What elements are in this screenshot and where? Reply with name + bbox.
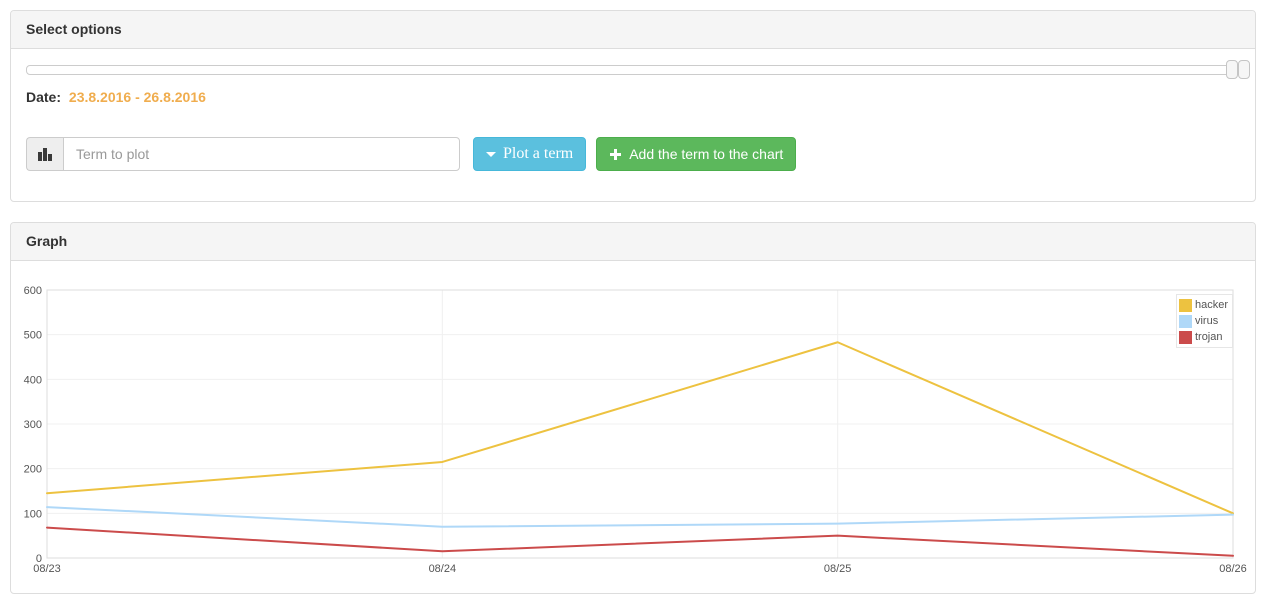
bar-chart-icon: [26, 137, 63, 171]
legend-label: hacker: [1194, 299, 1228, 311]
slider-handle-start[interactable]: [1226, 60, 1238, 79]
term-form: Plot a term Add the term to the chart: [26, 137, 1240, 171]
legend-label: virus: [1194, 315, 1219, 327]
chart-legend: hacker virus trojan: [1175, 294, 1233, 348]
caret-down-icon: [486, 151, 496, 157]
legend-label: trojan: [1194, 331, 1223, 343]
legend-item-hacker: hacker: [1178, 297, 1228, 313]
legend-swatch: [1178, 330, 1192, 344]
legend-swatch: [1178, 314, 1192, 328]
y-tick-label: 500: [24, 330, 42, 342]
y-tick-label: 200: [24, 464, 42, 476]
legend-item-virus: virus: [1178, 313, 1228, 329]
add-term-button[interactable]: Add the term to the chart: [596, 137, 797, 171]
y-tick-label: 400: [24, 374, 42, 386]
y-tick-label: 0: [36, 553, 42, 565]
x-tick-label: 08/25: [824, 563, 852, 575]
slider-track[interactable]: [26, 65, 1240, 75]
line-chart: 0 100 200 300 400 500 600 08/23 08/24 08/25 08/26 …: [24, 276, 1247, 578]
legend-item-trojan: trojan: [1178, 329, 1228, 345]
y-tick-label: 100: [24, 508, 42, 520]
series-line-trojan: [46, 526, 1234, 557]
y-tick-label: 600: [24, 285, 42, 297]
series-line-virus: [46, 506, 1234, 528]
x-tick-label: 08/23: [33, 563, 61, 575]
plot-border: [46, 289, 1234, 559]
select-options-title: Select options: [26, 21, 122, 37]
date-line: Date: 23.8.2016 - 26.8.2016: [26, 89, 1240, 105]
date-label: Date:: [26, 89, 62, 105]
plot-term-button[interactable]: Plot a term: [473, 137, 587, 171]
term-input-group: [26, 137, 460, 171]
add-term-button-label: Add the term to the chart: [629, 146, 784, 162]
date-range-slider[interactable]: [26, 60, 1250, 79]
line-chart-svg: 0 100 200 300 400 500 600 08/23 08/24 08/25 08/26: [24, 285, 1247, 575]
plus-icon: [609, 148, 622, 161]
x-tick-label: 08/24: [429, 563, 457, 575]
term-input[interactable]: [63, 137, 460, 171]
select-options-body: Date: 23.8.2016 - 26.8.2016: [11, 49, 1255, 201]
select-options-panel: Select options Date: 23.8.2016 - 26.8.20…: [10, 10, 1256, 202]
series-line-hacker: [46, 341, 1234, 515]
page-container: Select options Date: 23.8.2016 - 26.8.20…: [10, 10, 1256, 594]
date-range-value: 23.8.2016 - 26.8.2016: [68, 89, 206, 105]
y-tick-label: 300: [24, 419, 42, 431]
plot-term-button-label: Plot a term: [503, 145, 574, 162]
graph-title: Graph: [26, 233, 68, 249]
legend-swatch: [1178, 298, 1192, 312]
slider-handle-end[interactable]: [1238, 60, 1250, 79]
graph-panel: Graph 0 100 200 300 400 500 600 08/23 08/24 08/25…: [10, 222, 1256, 594]
graph-header: Graph: [11, 223, 1255, 261]
x-tick-label: 08/26: [1219, 563, 1247, 575]
graph-body: 0 100 200 300 400 500 600 08/23 08/24 08/25 08/26 …: [11, 261, 1255, 593]
select-options-header: Select options: [11, 11, 1255, 49]
